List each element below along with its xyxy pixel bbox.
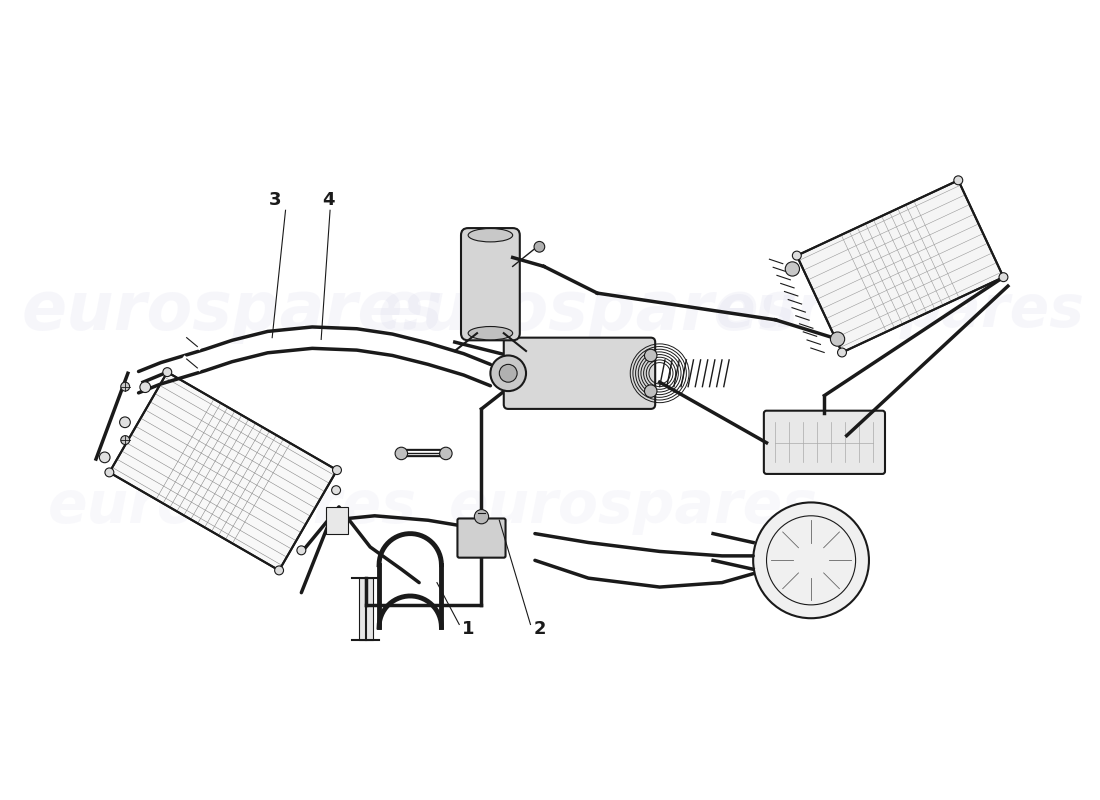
Circle shape — [121, 436, 130, 445]
Circle shape — [99, 452, 110, 462]
Text: eurospares: eurospares — [377, 278, 799, 344]
Circle shape — [332, 466, 341, 474]
Circle shape — [395, 447, 408, 460]
Ellipse shape — [469, 326, 513, 340]
Circle shape — [297, 546, 306, 554]
Circle shape — [534, 242, 544, 252]
Circle shape — [474, 510, 488, 524]
Circle shape — [645, 350, 657, 362]
Text: eurospares: eurospares — [716, 282, 1085, 339]
Circle shape — [792, 251, 801, 260]
Polygon shape — [796, 180, 1003, 353]
FancyBboxPatch shape — [504, 338, 656, 409]
Text: 2: 2 — [534, 620, 546, 638]
Circle shape — [140, 382, 151, 393]
FancyBboxPatch shape — [458, 518, 506, 558]
Circle shape — [331, 486, 341, 494]
FancyBboxPatch shape — [461, 228, 520, 340]
Circle shape — [999, 273, 1008, 282]
Text: 3: 3 — [268, 190, 282, 209]
Circle shape — [121, 382, 130, 391]
Circle shape — [163, 368, 172, 377]
Polygon shape — [109, 372, 337, 570]
Text: eurospares: eurospares — [47, 478, 417, 535]
Ellipse shape — [469, 229, 513, 242]
Circle shape — [491, 355, 526, 391]
Circle shape — [754, 502, 869, 618]
Circle shape — [954, 176, 962, 185]
Circle shape — [120, 417, 130, 428]
Circle shape — [499, 364, 517, 382]
Circle shape — [440, 447, 452, 460]
Circle shape — [104, 468, 113, 477]
Circle shape — [785, 262, 800, 276]
Text: eurospares: eurospares — [21, 278, 443, 344]
Circle shape — [837, 348, 847, 357]
Circle shape — [275, 566, 284, 575]
Text: eurospares: eurospares — [449, 478, 817, 535]
FancyBboxPatch shape — [763, 410, 886, 474]
Circle shape — [830, 332, 845, 346]
Polygon shape — [326, 507, 348, 534]
Text: 1: 1 — [462, 620, 474, 638]
Text: 4: 4 — [322, 190, 334, 209]
Bar — [359, 578, 373, 641]
Circle shape — [645, 385, 657, 398]
